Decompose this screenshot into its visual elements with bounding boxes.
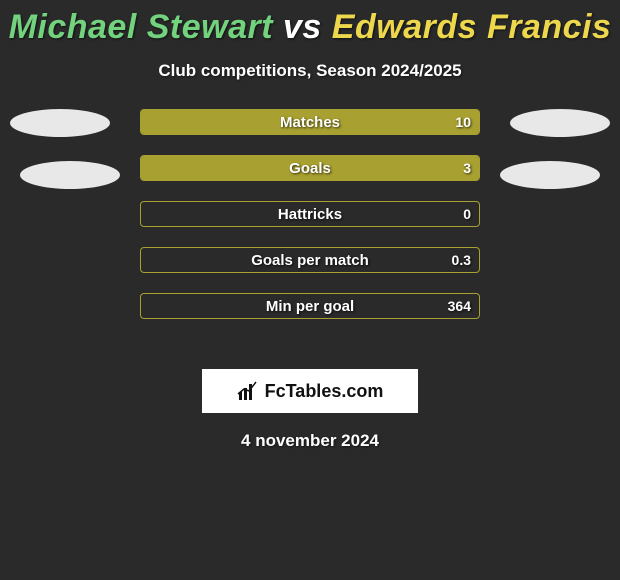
player1-avatar-top [10, 109, 110, 137]
stat-label: Goals per match [141, 248, 479, 272]
stat-row: Goals per match0.3 [140, 247, 480, 273]
subtitle: Club competitions, Season 2024/2025 [0, 61, 620, 81]
comparison-title: Michael Stewart vs Edwards Francis [0, 0, 620, 47]
stat-row: Matches10 [140, 109, 480, 135]
stat-row: Min per goal364 [140, 293, 480, 319]
stat-bar-fill [141, 110, 479, 134]
stat-value: 364 [448, 294, 471, 318]
player1-avatar-bottom [20, 161, 120, 189]
stat-value: 0 [463, 202, 471, 226]
stat-row: Goals3 [140, 155, 480, 181]
chart-icon [237, 380, 259, 402]
stat-row: Hattricks0 [140, 201, 480, 227]
stat-bar-fill [141, 156, 479, 180]
stat-value: 0.3 [452, 248, 471, 272]
footer-date: 4 november 2024 [0, 431, 620, 451]
stats-area: Matches10 Goals3 Hattricks0 Goals per match… [0, 109, 620, 349]
stat-label: Min per goal [141, 294, 479, 318]
fctables-logo: FcTables.com [202, 369, 418, 413]
player2-name: Edwards Francis [332, 8, 612, 46]
logo-text: FcTables.com [265, 381, 384, 402]
stat-value: 10 [455, 110, 471, 134]
player2-avatar-top [510, 109, 610, 137]
vs-text: vs [283, 8, 322, 46]
player2-avatar-bottom [500, 161, 600, 189]
player1-name: Michael Stewart [9, 8, 273, 46]
stat-label: Hattricks [141, 202, 479, 226]
stat-value: 3 [463, 156, 471, 180]
